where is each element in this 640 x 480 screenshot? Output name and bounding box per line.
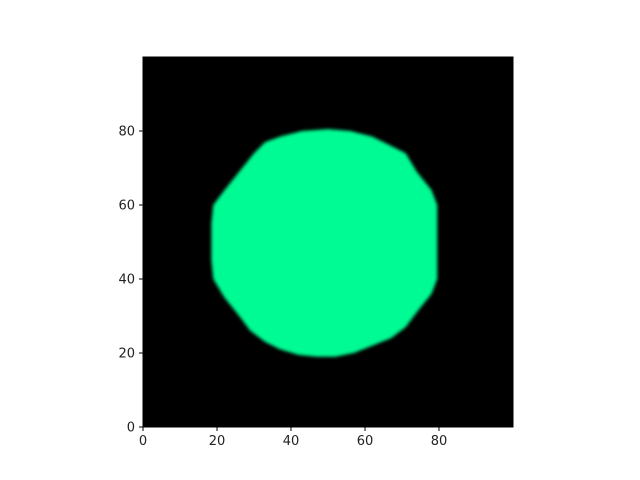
x-tick-label-80: 80 xyxy=(431,434,448,449)
x-tick-label-60: 60 xyxy=(357,434,374,449)
y-tick-label-40: 40 xyxy=(118,273,135,288)
y-axis: 0 20 40 60 80 xyxy=(118,125,143,436)
plot-area xyxy=(142,56,514,428)
x-tick-label-20: 20 xyxy=(209,434,226,449)
x-tick-label-40: 40 xyxy=(283,434,300,449)
green-blob xyxy=(211,129,438,357)
y-tick-label-0: 0 xyxy=(127,421,135,436)
x-tick-label-0: 0 xyxy=(139,434,147,449)
y-tick-label-80: 80 xyxy=(118,125,135,140)
y-tick-label-60: 60 xyxy=(118,199,135,214)
axes-frame xyxy=(142,56,514,428)
y-tick-label-20: 20 xyxy=(118,347,135,362)
x-axis: 0 20 40 60 80 xyxy=(139,427,447,449)
